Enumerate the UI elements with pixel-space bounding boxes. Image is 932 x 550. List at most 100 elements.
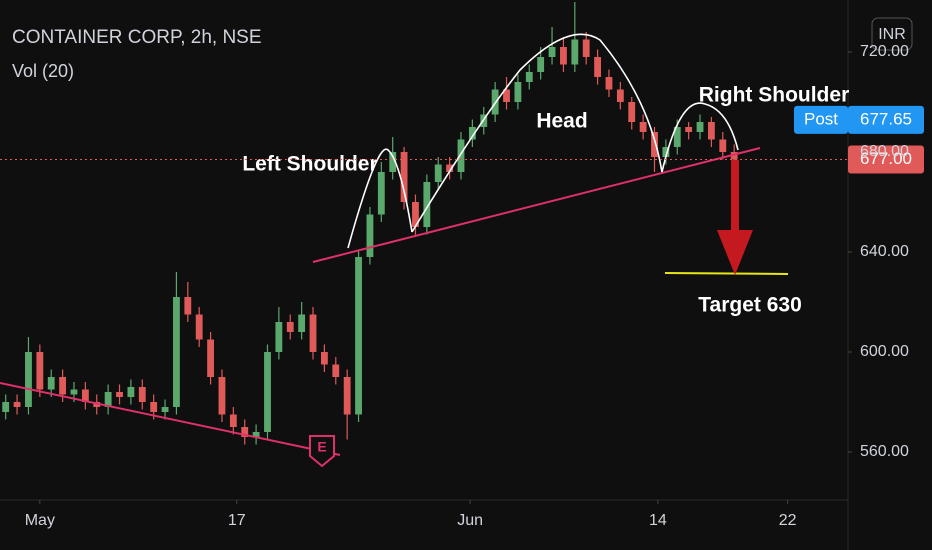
annotation: Target 630 [698, 294, 802, 317]
candle-body [412, 202, 419, 227]
candle-body [286, 322, 294, 332]
candle-body [434, 164, 442, 182]
candle-body [468, 127, 476, 140]
candle-body [332, 364, 340, 377]
candle-body [184, 297, 192, 315]
post-price-tag [848, 105, 924, 134]
last-price-tag [848, 145, 924, 174]
head-arc [411, 33, 663, 233]
candle-body [503, 89, 510, 102]
candle-body [389, 152, 397, 172]
y-tick-label: 600.00 [860, 343, 909, 360]
candle-body [707, 122, 715, 140]
downtrend-line [0, 382, 341, 456]
x-tick-label: Jun [457, 512, 483, 529]
chart-title: CONTAINER CORP, 2h, NSE [12, 27, 262, 48]
currency-button[interactable] [871, 17, 913, 51]
arrow-shaft [731, 160, 739, 232]
candle-body [662, 147, 670, 157]
left-shoulder-arc [347, 148, 413, 249]
x-tick-label: May [25, 512, 55, 529]
neckline [312, 147, 761, 263]
candle-body [173, 297, 180, 407]
candle-body [696, 122, 704, 132]
y-tick-label: 720.00 [860, 43, 909, 60]
candle-body [13, 402, 21, 407]
candle-body [229, 414, 237, 427]
post-price-label: 677.65 [860, 109, 912, 128]
candle-body [104, 392, 112, 407]
candles [2, 1, 738, 445]
y-tick-label: 640.00 [860, 243, 909, 260]
right-shoulder-arc [661, 102, 739, 173]
candle-body [446, 164, 454, 172]
candle-body [548, 47, 556, 57]
annotation: Left Shoulder [242, 153, 377, 176]
candle-body [673, 127, 681, 147]
candle-body [605, 77, 613, 90]
candle-body [116, 392, 123, 397]
candle-body [150, 402, 158, 412]
candle-body [252, 432, 260, 437]
candle-body [218, 377, 226, 415]
candle-body [25, 352, 32, 407]
candle-body [59, 377, 67, 395]
indicator-label: Vol (20) [12, 61, 74, 81]
candle-body [571, 39, 579, 65]
candle-body [423, 182, 431, 227]
candle-body [730, 152, 738, 160]
candle-body [195, 314, 203, 340]
x-tick-label: 22 [779, 512, 797, 529]
candle-body [616, 89, 624, 102]
candle-body [127, 387, 135, 397]
candle-body [377, 172, 385, 215]
candle-body [161, 407, 169, 412]
candle-body [275, 322, 283, 352]
price-tags: 677.00 Post 677.65 [0, 105, 924, 174]
x-tick-label: 14 [649, 512, 667, 529]
candle-body [138, 387, 146, 402]
candle-body [241, 427, 249, 437]
candle-body [651, 132, 658, 157]
annotation: Right Shoulder [699, 84, 850, 107]
candle-body [719, 139, 727, 152]
target-line [664, 272, 789, 275]
currency-label: INR [878, 26, 906, 43]
candle-body [400, 152, 408, 202]
candle-body [355, 257, 362, 415]
event-marker-label: E [317, 439, 326, 455]
candle-body [320, 352, 328, 365]
candle-body [560, 47, 567, 65]
candle-body [537, 57, 545, 72]
arrow-head [717, 230, 753, 275]
candle-body [309, 314, 317, 352]
annotation: Head [536, 110, 587, 133]
candle-body [298, 314, 306, 332]
candle-body [343, 377, 351, 415]
post-tag-name-box [794, 105, 848, 134]
y-tick-label: 680.00 [860, 143, 909, 160]
candle-body [639, 122, 647, 132]
candle-body [81, 389, 89, 402]
candle-body [47, 377, 55, 390]
candle-body [582, 39, 590, 57]
candle-body [594, 57, 601, 77]
candle-body [457, 139, 465, 172]
candle-body [207, 339, 214, 377]
event-marker[interactable] [309, 435, 335, 468]
candle-body [2, 402, 10, 412]
candle-body [264, 352, 271, 432]
drawings: Left Shoulder Head Right Shoulder Target… [0, 33, 850, 468]
x-tick-label: 17 [228, 512, 246, 529]
candle-body [685, 127, 693, 132]
candle-body [514, 82, 522, 102]
candle-body [628, 102, 636, 122]
candle-body [525, 72, 533, 82]
y-tick-label: 560.00 [860, 443, 909, 460]
candle-body [36, 352, 44, 390]
candle-body [70, 389, 78, 395]
last-price-label: 677.00 [860, 149, 912, 168]
post-tag-name: Post [804, 109, 838, 128]
